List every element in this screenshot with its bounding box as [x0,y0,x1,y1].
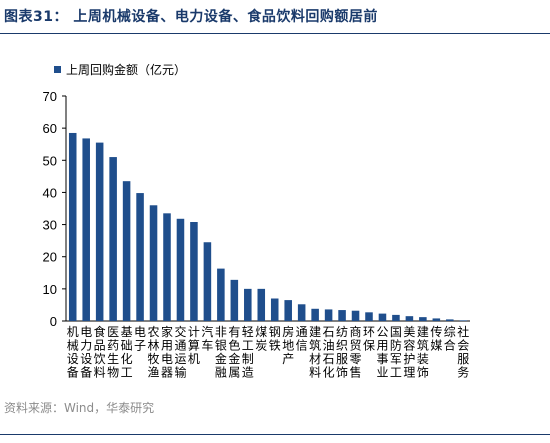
legend-swatch [54,66,61,73]
bar-社会服务 [459,320,468,321]
bar-汽车 [203,242,212,321]
bar-轻工制造 [244,288,252,321]
x-tick-label: 轻工制造 [242,325,254,380]
bar-农林牧渔 [149,205,158,321]
bar-电子 [136,193,144,321]
bar-国防军工 [392,314,400,321]
y-tick-label: 70 [43,89,57,104]
bar-综合 [446,319,454,321]
x-tick-label: 煤炭 [255,325,267,353]
x-tick-label: 建筑装饰 [417,325,429,380]
x-tick-label: 美容护理 [403,325,415,380]
title-divider [0,33,550,34]
bar-计算机 [190,222,198,321]
bar-纺织服饰 [338,310,346,321]
page-title: 图表31： 上周机械设备、电力设备、食品饮料回购额居前 [4,9,378,25]
x-tick-label: 基础化工 [121,325,133,380]
x-tick-label: 计算机 [188,325,200,366]
x-tick-label: 交通运输 [174,324,186,380]
x-tick-label: 机械设备 [67,325,79,380]
x-tick-label: 环保 [363,325,375,353]
y-tick-label: 0 [50,314,57,329]
bar-非银金融 [217,268,225,321]
y-tick-label: 50 [43,153,57,168]
bar-机械设备 [68,132,77,321]
x-tick-label: 国防军工 [390,325,402,380]
x-tick-label: 综合 [444,325,456,353]
x-tick-label: 食品饮料 [94,324,106,380]
x-tick-label: 医药生物 [107,325,119,380]
bar-家用电器 [163,213,171,321]
y-tick-label: 30 [43,218,57,233]
bar-建筑材料 [311,308,319,321]
y-tick-label: 40 [43,185,57,200]
x-tick-label: 石油石化 [323,325,335,380]
bar-公用事业 [378,313,387,321]
x-tick-label: 纺织服饰 [336,325,348,380]
x-tick-label: 通信 [296,325,308,353]
x-tick-label: 商贸零售 [350,324,362,380]
x-tick-label: 汽车 [201,324,213,353]
bar-电力设备 [82,138,90,321]
bar-商贸零售 [351,310,360,321]
legend-label: 上周回购金额（亿元） [66,62,186,77]
x-tick-label: 社会服务 [457,324,469,380]
bar-环保 [365,312,373,321]
bottom-divider [0,434,550,435]
x-tick-label: 房地产 [282,324,294,366]
bar-交通运输 [176,218,185,321]
bar-石油石化 [324,309,333,321]
bar-钢铁 [270,298,279,321]
x-tick-label: 非银金融 [215,325,227,380]
bar-医药生物 [109,157,117,321]
source-note: 资料来源：Wind，华泰研究 [4,401,155,415]
bar-煤炭 [257,288,266,321]
x-tick-label: 钢铁 [269,325,281,353]
bar-食品饮料 [95,142,104,321]
bar-通信 [297,304,306,321]
bar-房地产 [284,300,292,321]
x-tick-label: 电力设备 [80,325,92,380]
x-tick-label: 传媒 [430,324,442,353]
x-tick-label: 电子 [134,325,146,353]
x-tick-label: 家用电器 [161,324,173,380]
x-tick-label: 有色金属 [228,325,240,380]
bar-传媒 [432,318,441,321]
y-tick-label: 20 [43,250,57,265]
y-tick-label: 10 [43,282,57,297]
bar-chart: 上周回购金额（亿元） 0 10 20 30 40 50 60 70 机械设备电力设备食品饮料医药生… [43,62,470,380]
x-tick-label: 公用事业 [376,325,388,380]
x-tick-label: 建筑材料 [309,325,321,380]
x-tick-label: 农林牧渔 [148,325,160,380]
bar-美容护理 [405,316,414,321]
y-tick-label: 60 [43,121,57,136]
bar-基础化工 [122,181,131,321]
bar-建筑装饰 [419,317,427,321]
bar-有色金属 [230,279,239,321]
